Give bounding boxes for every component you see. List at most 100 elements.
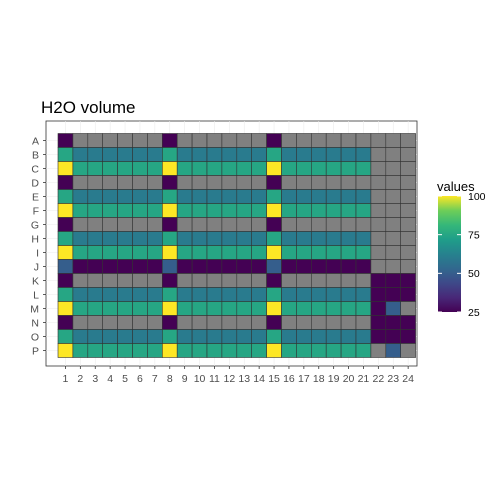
heatmap-tile: [206, 175, 223, 190]
heatmap-tile: [355, 329, 372, 344]
heatmap-tile: [72, 301, 89, 316]
heatmap-tile: [340, 133, 357, 148]
heatmap-tile: [385, 273, 401, 288]
heatmap-tile: [251, 245, 267, 260]
heatmap-tile: [355, 343, 372, 358]
heatmap-tile: [266, 217, 282, 232]
heatmap-tile: [266, 245, 282, 260]
heatmap-tile: [147, 259, 163, 274]
heatmap-tile: [72, 329, 89, 344]
legend-ticks: 25 50 75 100: [438, 191, 486, 319]
heatmap-tile: [325, 329, 342, 344]
heatmap-tile: [236, 259, 253, 274]
heatmap-tile: [385, 189, 401, 204]
y-tick-label: N: [31, 317, 39, 329]
heatmap-tile: [102, 189, 118, 204]
heatmap-tile: [325, 287, 342, 302]
heatmap-tile: [310, 231, 327, 246]
heatmap-tile: [385, 343, 401, 358]
heatmap-tile: [236, 287, 253, 302]
x-tick-label: 10: [194, 373, 206, 385]
heatmap-tile: [325, 315, 342, 330]
heatmap-tile: [87, 259, 104, 274]
heatmap-tile: [251, 315, 267, 330]
heatmap-tile: [266, 161, 282, 176]
heatmap-tile: [221, 301, 238, 316]
heatmap-tile: [102, 133, 118, 148]
heatmap-tile: [221, 147, 238, 162]
heatmap-tile: [162, 329, 178, 344]
heatmap-tile: [340, 161, 357, 176]
x-tick-label: 23: [387, 373, 399, 385]
y-tick-label: A: [32, 135, 39, 147]
heatmap-tile: [102, 329, 118, 344]
heatmap-tile: [87, 245, 104, 260]
heatmap-tile: [251, 259, 267, 274]
heatmap-tile: [296, 203, 312, 218]
heatmap-tile: [296, 343, 312, 358]
heatmap-tile: [385, 287, 401, 302]
x-tick-label: 7: [152, 373, 158, 385]
heatmap-tile: [340, 301, 357, 316]
heatmap-tile: [72, 189, 89, 204]
heatmap-tile: [236, 133, 253, 148]
heatmap-tile: [87, 175, 104, 190]
heatmap-tile: [281, 273, 297, 288]
heatmap-tile: [176, 161, 193, 176]
heatmap-tile: [266, 343, 282, 358]
heatmap-tile: [176, 315, 193, 330]
heatmap-tile: [221, 175, 238, 190]
heatmap-tile: [400, 259, 416, 274]
heatmap-tile: [176, 175, 193, 190]
heatmap-tile: [296, 147, 312, 162]
heatmap-tile: [147, 203, 163, 218]
heatmap-tile: [221, 287, 238, 302]
heatmap-tile: [325, 245, 342, 260]
y-tick-label: C: [31, 163, 39, 175]
x-tick-label: 17: [298, 373, 310, 385]
heatmap-tile: [102, 259, 118, 274]
heatmap-tile: [176, 273, 193, 288]
heatmap-tile: [400, 329, 416, 344]
heatmap-tile: [370, 147, 387, 162]
heatmap-tile: [236, 273, 253, 288]
x-tick-label: 13: [238, 373, 250, 385]
heatmap-tile: [385, 259, 401, 274]
heatmap-tile: [162, 315, 178, 330]
heatmap-tile: [147, 147, 163, 162]
heatmap-tile: [206, 287, 223, 302]
heatmap-tile: [355, 245, 372, 260]
heatmap-tile: [266, 315, 282, 330]
heatmap-tile: [325, 259, 342, 274]
x-tick-label: 2: [77, 373, 83, 385]
heatmap-tile: [191, 203, 208, 218]
heatmap-tile: [400, 343, 416, 358]
heatmap-tile: [102, 231, 118, 246]
heatmap-tile: [132, 287, 148, 302]
heatmap-tile: [206, 343, 223, 358]
heatmap-tiles: [57, 133, 416, 358]
y-tick-label: G: [31, 219, 39, 231]
heatmap-tile: [132, 245, 148, 260]
heatmap-tile: [117, 217, 133, 232]
heatmap-tile: [400, 231, 416, 246]
heatmap-tile: [221, 315, 238, 330]
heatmap-tile: [296, 231, 312, 246]
heatmap-tile: [385, 147, 401, 162]
heatmap-tile: [370, 273, 387, 288]
heatmap-tile: [72, 245, 89, 260]
heatmap-tile: [400, 133, 416, 148]
heatmap-tile: [340, 147, 357, 162]
heatmap-tile: [191, 301, 208, 316]
heatmap-tile: [251, 175, 267, 190]
heatmap-tile: [266, 301, 282, 316]
heatmap-tile: [251, 133, 267, 148]
heatmap-tile: [206, 259, 223, 274]
heatmap-tile: [385, 217, 401, 232]
heatmap-tile: [385, 133, 401, 148]
heatmap-tile: [87, 189, 104, 204]
heatmap-tile: [162, 273, 178, 288]
heatmap-tile: [355, 203, 372, 218]
heatmap-tile: [221, 133, 238, 148]
heatmap-tile: [87, 147, 104, 162]
